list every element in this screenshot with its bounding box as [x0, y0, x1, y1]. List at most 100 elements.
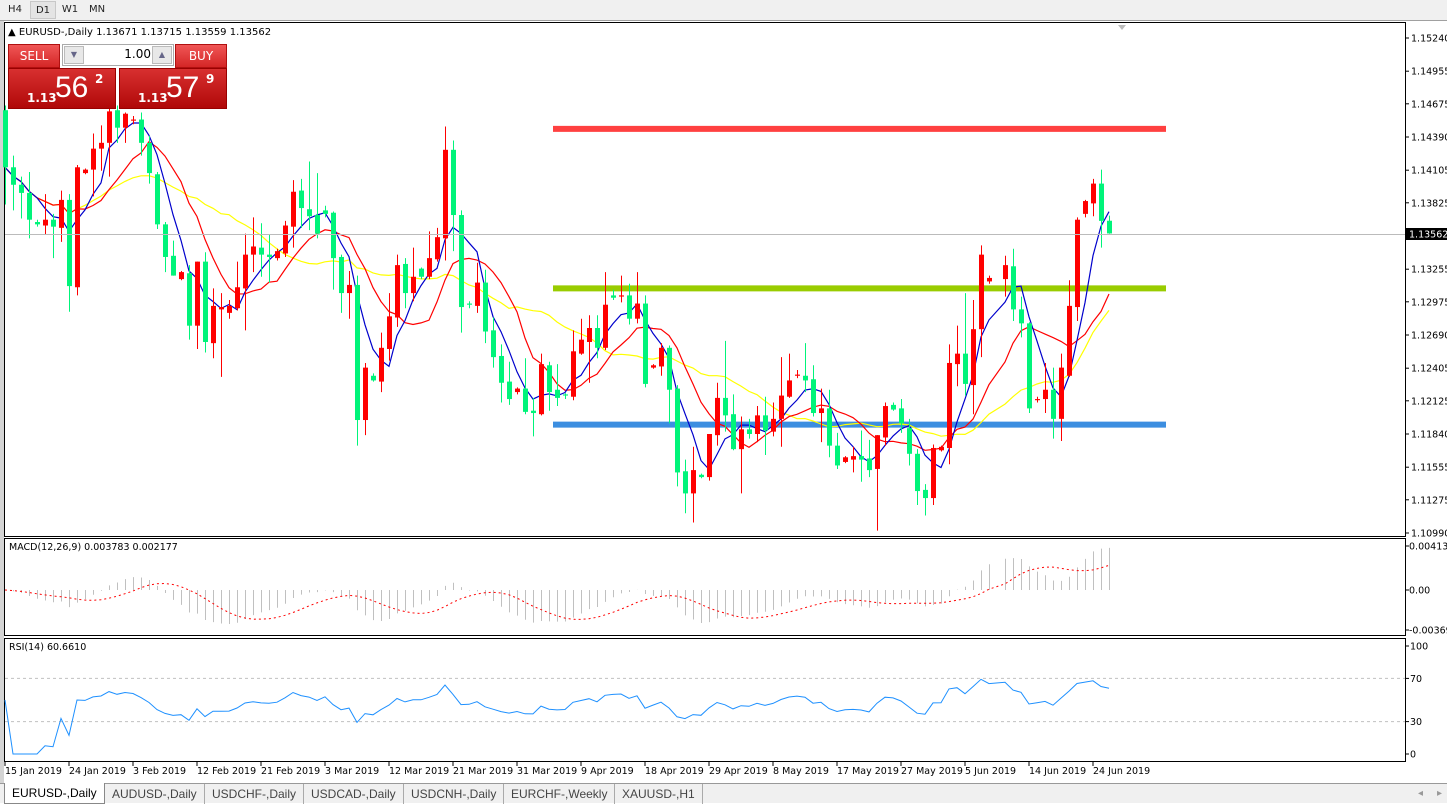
candle [763, 396, 768, 455]
sell-button[interactable]: SELL [8, 44, 60, 68]
candle-body [363, 367, 368, 421]
buy-price-pips: 57 [166, 71, 200, 104]
candle-body [955, 353, 960, 365]
candle-body [659, 347, 664, 367]
candle [3, 105, 8, 205]
price-tick-label: 1.15240 [1411, 34, 1447, 45]
timeframe-w1-button[interactable]: W1 [61, 4, 79, 15]
candle [1043, 362, 1048, 414]
rsi-tick-label: 70 [1410, 674, 1422, 685]
buy-price-button[interactable]: 1.13 57 9 [119, 68, 227, 109]
rsi-label: RSI(14) 60.6610 [9, 642, 87, 653]
candle-body [51, 219, 56, 227]
price-tick-label: 1.12405 [1411, 364, 1447, 375]
candle [683, 459, 688, 514]
buy-price-fraction: 9 [206, 72, 215, 86]
timeframe-toolbar: H4 D1 W1 MN [0, 0, 1447, 21]
candle [379, 332, 384, 393]
candle [1027, 322, 1032, 414]
candle [363, 362, 368, 436]
candle-body [675, 388, 680, 473]
candle [715, 382, 720, 446]
lot-increase-icon[interactable]: ▲ [152, 46, 172, 64]
candle [643, 295, 648, 388]
sell-price-button[interactable]: 1.13 56 2 [8, 68, 116, 109]
candle [211, 288, 216, 359]
candle-body [795, 374, 800, 376]
candle-body [939, 446, 944, 451]
candle [659, 343, 664, 376]
chart-tab[interactable]: USDCNH-,Daily [404, 784, 505, 804]
candle-body [651, 365, 656, 368]
candle-body [411, 276, 416, 294]
candle [51, 213, 56, 259]
chart-tab[interactable]: USDCAD-,Daily [304, 784, 404, 804]
timeframe-mn-button[interactable]: MN [88, 4, 106, 15]
candle [67, 194, 72, 312]
timeframe-d1-button[interactable]: D1 [30, 1, 56, 19]
chart-tab[interactable]: XAUUSD-,H1 [615, 784, 703, 804]
candle-body [747, 429, 752, 434]
lot-size-value[interactable]: 1.00 [124, 47, 151, 61]
candle [723, 340, 728, 432]
macd-tick-label: -0.003699 [1409, 626, 1447, 637]
ma-slow-line [4, 166, 1110, 437]
candle [899, 399, 904, 433]
collapse-triangle-icon[interactable]: ▲ [8, 27, 16, 38]
candle [883, 402, 888, 446]
candle [555, 364, 560, 407]
candle-body [315, 215, 320, 234]
candle-body [803, 375, 808, 381]
candle [635, 272, 640, 324]
tab-scroll-left-icon[interactable]: ◂ [1418, 788, 1424, 799]
candle [507, 361, 512, 405]
candle [275, 248, 280, 261]
candle-body [219, 307, 224, 310]
buy-button[interactable]: BUY [175, 44, 227, 68]
candle-body [1107, 220, 1112, 234]
lot-decrease-icon[interactable]: ▼ [64, 46, 84, 64]
candle-body [459, 215, 464, 308]
candle [187, 265, 192, 340]
candle-body [475, 282, 480, 306]
candle-body [1003, 265, 1008, 280]
candle [347, 270, 352, 319]
candle [179, 270, 184, 281]
current-price-label: 1.13562 [1409, 230, 1447, 241]
candle [939, 445, 944, 452]
candle-body [355, 284, 360, 421]
candle-body [843, 457, 848, 462]
chart-tab[interactable]: AUDUSD-,Daily [105, 784, 205, 804]
candle [699, 473, 704, 479]
lot-size-field[interactable]: ▼ 1.00 ▲ [62, 44, 174, 66]
price-tick-label: 1.12690 [1411, 331, 1447, 342]
price-tick-label: 1.13825 [1411, 198, 1447, 209]
candle-body [643, 303, 648, 384]
candle [307, 161, 312, 231]
candle-body [555, 389, 560, 398]
candle-body [75, 167, 80, 288]
candle-body [739, 429, 744, 450]
candle-body [715, 397, 720, 436]
candle-body [1043, 389, 1048, 400]
chart-tab[interactable]: USDCHF-,Daily [205, 784, 304, 804]
candle-body [891, 404, 896, 410]
candle [707, 434, 712, 481]
candle-body [691, 470, 696, 494]
macd-tick-label: 0.004139 [1409, 542, 1447, 553]
candle [907, 418, 912, 466]
candle [323, 205, 328, 218]
candle-body [307, 209, 312, 217]
candle [875, 435, 880, 531]
sell-price-fraction: 2 [95, 72, 104, 86]
chart-tab[interactable]: EURCHF-,Weekly [504, 784, 616, 804]
tab-scroll-right-icon[interactable]: ▸ [1437, 788, 1443, 799]
chart-tab[interactable]: EURUSD-,Daily [4, 783, 105, 804]
candle [547, 361, 552, 411]
candle-body [203, 261, 208, 342]
candle-body [1051, 389, 1056, 419]
candle-body [1067, 305, 1072, 376]
candle [267, 234, 272, 283]
timeframe-h4-button[interactable]: H4 [8, 4, 22, 15]
